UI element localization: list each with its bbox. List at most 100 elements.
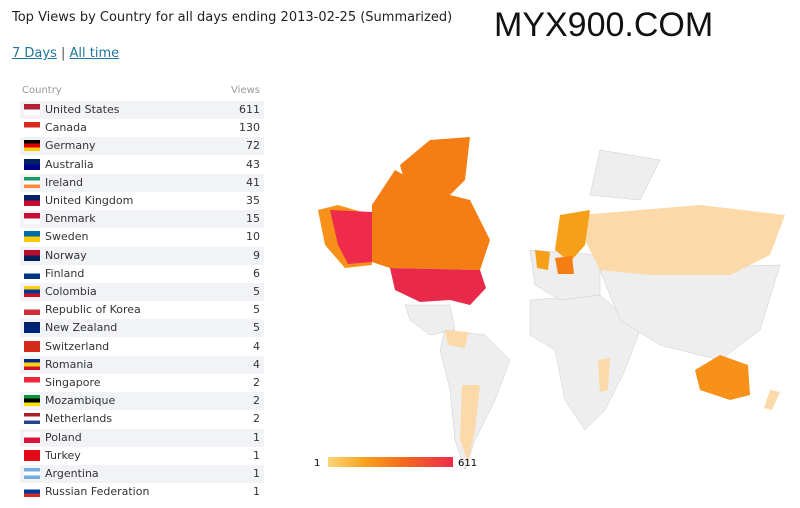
link[interactable]: All time xyxy=(69,46,120,61)
separator: | xyxy=(61,46,66,61)
table-row: Singapore 2 xyxy=(20,374,264,392)
flag xyxy=(24,358,40,370)
views: 5 xyxy=(253,285,260,298)
views: 1 xyxy=(253,485,260,499)
flag xyxy=(24,395,40,407)
table-row: Romania 4 xyxy=(20,355,264,374)
table-row: United Kingdom 35 xyxy=(20,192,264,210)
flag xyxy=(24,249,40,261)
country-name: Argentina xyxy=(45,467,99,480)
legend-max: 611 xyxy=(458,458,477,469)
views: 9 xyxy=(253,248,260,262)
legend-min: 1 xyxy=(314,458,320,469)
views: 1 xyxy=(253,448,260,462)
legend: 1 611 xyxy=(314,457,477,469)
country-name: Ireland xyxy=(45,175,84,189)
views: 15 xyxy=(246,212,260,226)
table-row: Denmark 15 xyxy=(20,210,264,229)
flag xyxy=(24,140,40,152)
country-name: Denmark xyxy=(45,212,96,226)
country-name: Sweden xyxy=(45,230,89,244)
views: 72 xyxy=(246,139,260,153)
country-name: Mozambique xyxy=(45,394,116,408)
flag xyxy=(24,486,40,498)
land xyxy=(555,256,574,274)
views: 2 xyxy=(253,376,260,389)
country-name: Finland xyxy=(45,266,85,280)
flag xyxy=(24,413,40,425)
table-row: Australia 43 xyxy=(20,156,264,174)
land xyxy=(390,268,486,305)
views: 5 xyxy=(253,303,260,317)
country-name: United Kingdom xyxy=(45,194,134,207)
table-row: Ireland 41 xyxy=(20,173,264,192)
col-header: Views xyxy=(231,85,260,96)
country-name: Poland xyxy=(45,430,82,444)
table-row: Argentina 1 xyxy=(20,465,264,483)
country-name: Russian Federation xyxy=(45,485,150,499)
col-header: Country xyxy=(22,85,62,96)
country-name: Republic of Korea xyxy=(45,303,141,317)
table-row: New Zealand 5 xyxy=(20,319,264,338)
flag xyxy=(24,431,40,443)
land xyxy=(598,358,610,392)
flag xyxy=(24,213,40,225)
flag xyxy=(24,267,40,279)
land xyxy=(372,170,490,270)
country-name: Colombia xyxy=(45,285,97,298)
flag xyxy=(24,377,40,388)
views: 43 xyxy=(246,157,260,171)
views: 1 xyxy=(253,430,260,444)
table-row: Turkey 1 xyxy=(20,447,264,465)
flag xyxy=(24,340,40,352)
views: 1 xyxy=(253,467,260,480)
views: 2 xyxy=(253,394,260,408)
country-name: Australia xyxy=(45,157,94,171)
table-row: Russian Federation 1 xyxy=(20,483,264,501)
flag xyxy=(24,322,40,334)
country-name: Netherlands xyxy=(45,412,113,426)
table-row: Sweden 10 xyxy=(20,228,264,246)
land xyxy=(535,250,550,270)
land xyxy=(330,210,372,264)
views: 6 xyxy=(253,266,260,280)
land xyxy=(764,390,780,410)
flag xyxy=(24,122,40,134)
flag xyxy=(24,195,40,206)
land xyxy=(555,210,590,262)
land xyxy=(400,137,470,205)
table-row: Germany 72 xyxy=(20,137,264,156)
link[interactable]: 7 Days xyxy=(12,46,57,61)
flag xyxy=(24,158,40,170)
table-row: Norway 9 xyxy=(20,246,264,265)
links: 7 Days | All time xyxy=(12,46,119,61)
legend-bar xyxy=(328,457,453,467)
country-name: Germany xyxy=(45,139,96,153)
flag xyxy=(24,286,40,297)
table-row: Canada 130 xyxy=(20,119,264,137)
flag xyxy=(24,304,40,316)
land xyxy=(589,149,661,201)
land xyxy=(460,385,480,462)
table-row: Poland 1 xyxy=(20,428,264,447)
flag xyxy=(24,449,40,461)
country-name: Canada xyxy=(45,121,87,135)
views: 130 xyxy=(239,121,260,135)
table-row: Colombia 5 xyxy=(20,283,264,301)
table-row: Mozambique 2 xyxy=(20,392,264,411)
land xyxy=(404,304,456,336)
views: 2 xyxy=(253,412,260,426)
table-row: Finland 6 xyxy=(20,265,264,283)
table-row: Switzerland 4 xyxy=(20,338,264,356)
country-name: United States xyxy=(45,103,120,116)
views: 10 xyxy=(246,230,260,244)
flag xyxy=(24,104,40,115)
views: 5 xyxy=(253,321,260,335)
title: Top Views by Country for all days ending… xyxy=(12,10,453,25)
views: 41 xyxy=(246,175,260,189)
watermark: MYX900.COM xyxy=(494,6,714,44)
land xyxy=(445,330,468,348)
flag xyxy=(24,468,40,479)
country-name: Romania xyxy=(45,357,94,371)
